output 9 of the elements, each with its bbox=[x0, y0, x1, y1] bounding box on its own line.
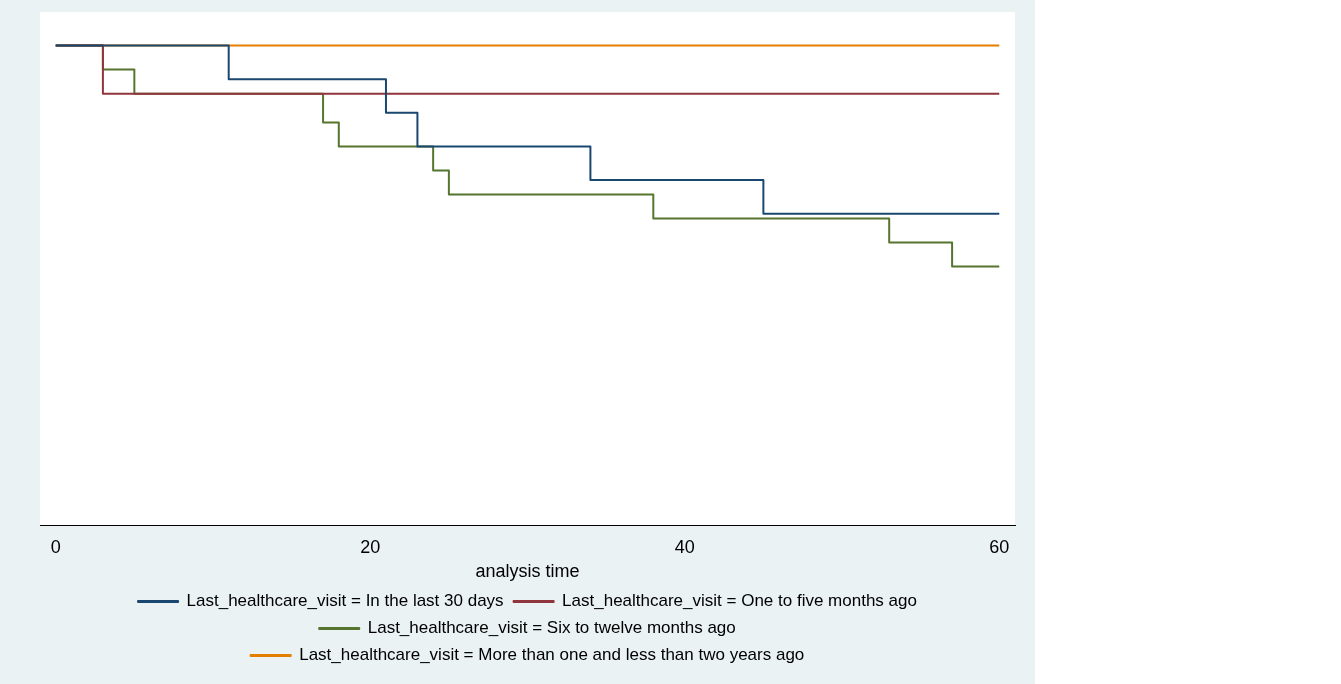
x-axis-title: analysis time bbox=[475, 561, 580, 582]
legend-label: Last_healthcare_visit = In the last 30 days bbox=[186, 591, 504, 611]
legend-label: Last_healthcare_visit = One to five months ago bbox=[562, 591, 917, 611]
x-tick-label: 20 bbox=[360, 536, 381, 557]
x-tick-label: 60 bbox=[989, 536, 1010, 557]
x-tick-label: 40 bbox=[674, 536, 695, 557]
legend-label: Last_healthcare_visit = More than one and less than two years ago bbox=[299, 645, 805, 665]
x-tick-label: 0 bbox=[50, 536, 61, 557]
legend-label: Last_healthcare_visit = Six to twelve months ago bbox=[367, 618, 736, 638]
